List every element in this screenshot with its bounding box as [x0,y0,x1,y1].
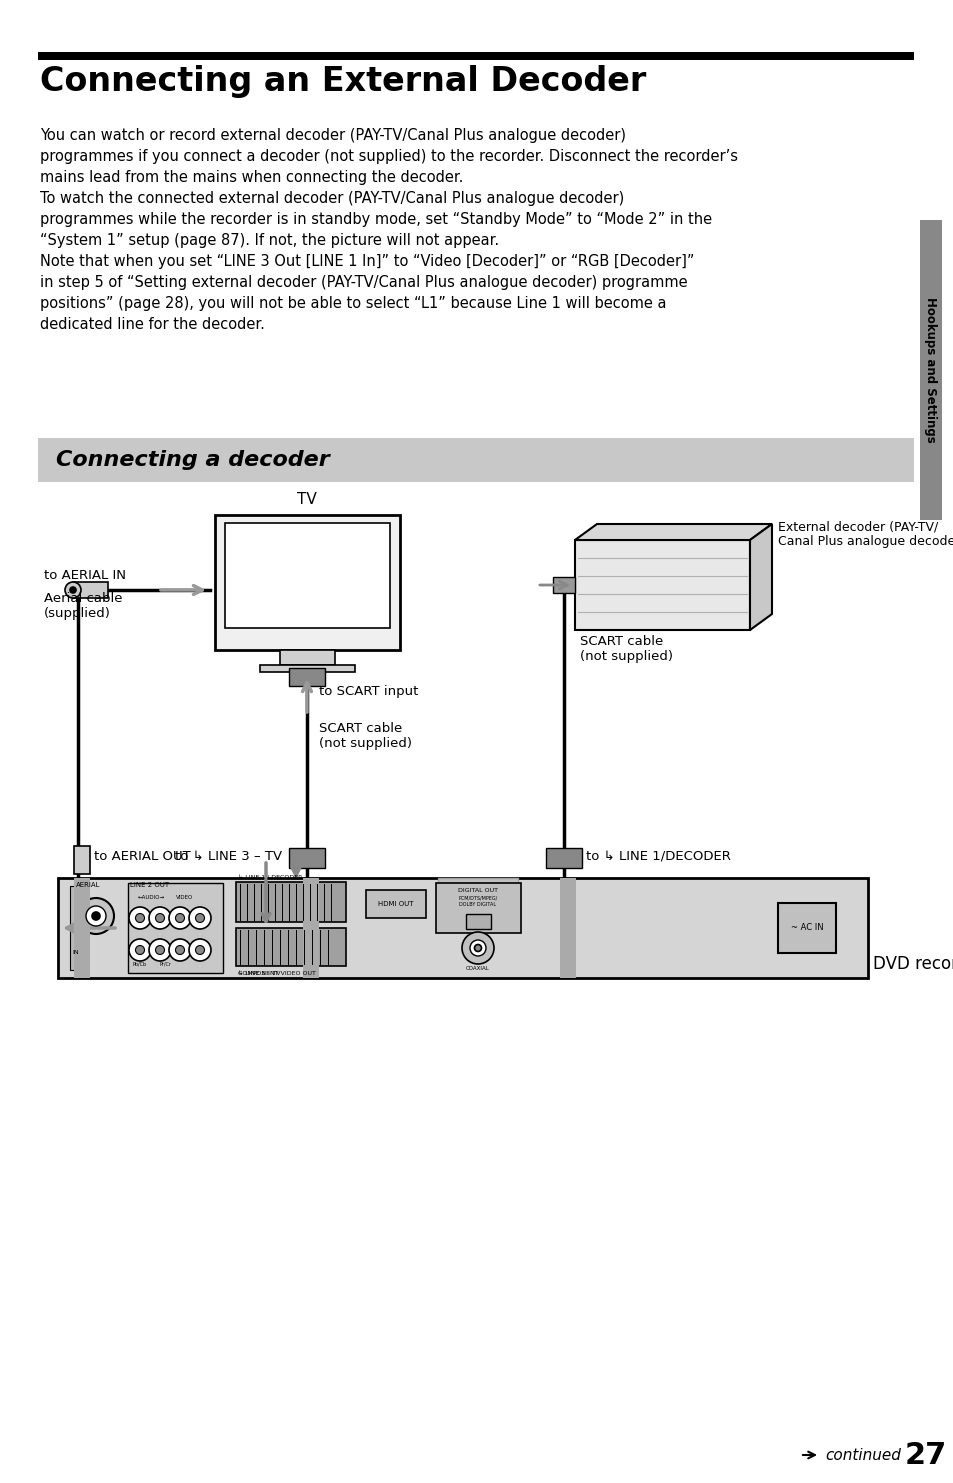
Text: You can watch or record external decoder (PAY-TV/Canal Plus analogue decoder): You can watch or record external decoder… [40,128,625,142]
Bar [280,650,335,664]
Circle shape [86,906,106,925]
Circle shape [129,908,151,928]
Text: continued: continued [824,1447,900,1462]
Circle shape [474,945,481,952]
Text: Pr/Cr: Pr/Cr [160,962,172,967]
Text: positions” (page 28), you will not be able to select “L1” because Line 1 will be: positions” (page 28), you will not be ab… [40,297,666,311]
Text: PCM/DTS/MPEG/: PCM/DTS/MPEG/ [457,896,497,900]
Text: To watch the connected external decoder (PAY-TV/Canal Plus analogue decoder): To watch the connected external decoder … [40,191,623,206]
Text: VIDEO: VIDEO [175,896,193,900]
Circle shape [129,939,151,961]
Text: External decoder (PAY-TV/
Canal Plus analogue decoder): External decoder (PAY-TV/ Canal Plus ana… [778,521,953,549]
Text: ←AUDIO→: ←AUDIO→ [138,896,165,900]
Bar [128,882,223,973]
Circle shape [70,587,76,593]
Text: LINE 2 OUT: LINE 2 OUT [130,882,169,888]
Bar [778,903,835,954]
Circle shape [91,912,100,919]
Bar [38,52,913,59]
Circle shape [169,939,191,961]
Text: AERIAL: AERIAL [76,882,100,888]
Text: to AERIAL OUT: to AERIAL OUT [94,850,191,863]
Bar [289,848,325,868]
Bar [70,885,76,970]
Bar [58,878,867,977]
Text: DVD recorder: DVD recorder [872,955,953,973]
Text: Aerial cable
(supplied): Aerial cable (supplied) [44,592,122,620]
Polygon shape [575,523,771,540]
Circle shape [155,946,164,955]
Text: programmes while the recorder is in standby mode, set “Standby Mode” to “Mode 2”: programmes while the recorder is in stan… [40,212,711,227]
Circle shape [195,914,204,922]
Bar [436,882,520,933]
Bar [303,878,318,977]
Text: DOLBY DIGITAL: DOLBY DIGITAL [459,903,497,908]
Text: to SCART input: to SCART input [318,685,418,698]
Circle shape [65,581,81,598]
Bar [38,437,913,482]
Text: Note that when you set “LINE 3 Out [LINE 1 In]” to “Video [Decoder]” or “RGB [De: Note that when you set “LINE 3 Out [LINE… [40,254,694,268]
Text: ~ AC IN: ~ AC IN [790,924,822,933]
Bar [214,515,399,650]
Circle shape [155,914,164,922]
Text: “System 1” setup (page 87). If not, the picture will not appear.: “System 1” setup (page 87). If not, the … [40,233,498,248]
Circle shape [175,946,184,955]
Bar [437,878,517,896]
Text: ↳ LINE 3 – TV: ↳ LINE 3 – TV [237,971,280,976]
Bar [225,523,390,627]
Bar [465,914,491,928]
Text: TV: TV [296,492,316,507]
Text: to ↳ LINE 1/DECODER: to ↳ LINE 1/DECODER [585,850,730,863]
Circle shape [78,899,113,934]
Circle shape [189,908,211,928]
Text: COAXIAL: COAXIAL [466,965,489,971]
Bar [366,890,426,918]
Text: COMPONENT VIDEO OUT: COMPONENT VIDEO OUT [237,971,315,976]
Text: mains lead from the mains when connecting the decoder.: mains lead from the mains when connectin… [40,171,463,185]
Circle shape [149,908,171,928]
Bar [559,878,576,977]
Bar [74,878,90,977]
Circle shape [195,946,204,955]
Bar [235,882,346,922]
Text: programmes if you connect a decoder (not supplied) to the recorder. Disconnect t: programmes if you connect a decoder (not… [40,148,738,165]
Text: Hookups and Settings: Hookups and Settings [923,297,937,443]
Text: in step 5 of “Setting external decoder (PAY-TV/Canal Plus analogue decoder) prog: in step 5 of “Setting external decoder (… [40,274,687,291]
Bar [289,667,325,687]
Circle shape [470,940,485,957]
Bar [73,581,108,598]
Circle shape [189,939,211,961]
Bar [260,664,355,672]
Bar [575,540,749,630]
Circle shape [135,946,144,955]
Bar [74,845,90,873]
Text: to AERIAL IN: to AERIAL IN [44,569,126,581]
Text: IN: IN [71,951,78,955]
Text: 27: 27 [904,1440,946,1470]
Circle shape [175,914,184,922]
Text: SCART cable
(not supplied): SCART cable (not supplied) [318,722,412,750]
Text: ↳ LINE 1 / DECODER: ↳ LINE 1 / DECODER [237,875,302,879]
Bar [235,928,346,965]
Text: Pb/Cb: Pb/Cb [132,962,147,967]
Text: to ↳ LINE 3 – TV: to ↳ LINE 3 – TV [174,850,282,863]
Text: Connecting a decoder: Connecting a decoder [56,449,330,470]
Circle shape [461,931,494,964]
Text: HDMI OUT: HDMI OUT [377,902,414,908]
Bar [545,848,581,868]
Polygon shape [749,523,771,630]
Circle shape [149,939,171,961]
Bar [553,577,575,593]
Circle shape [169,908,191,928]
Text: SCART cable
(not supplied): SCART cable (not supplied) [579,635,672,663]
Text: dedicated line for the decoder.: dedicated line for the decoder. [40,317,265,332]
Text: Connecting an External Decoder: Connecting an External Decoder [40,65,645,98]
Text: DIGITAL OUT: DIGITAL OUT [457,887,497,893]
Bar [919,219,941,521]
Circle shape [135,914,144,922]
